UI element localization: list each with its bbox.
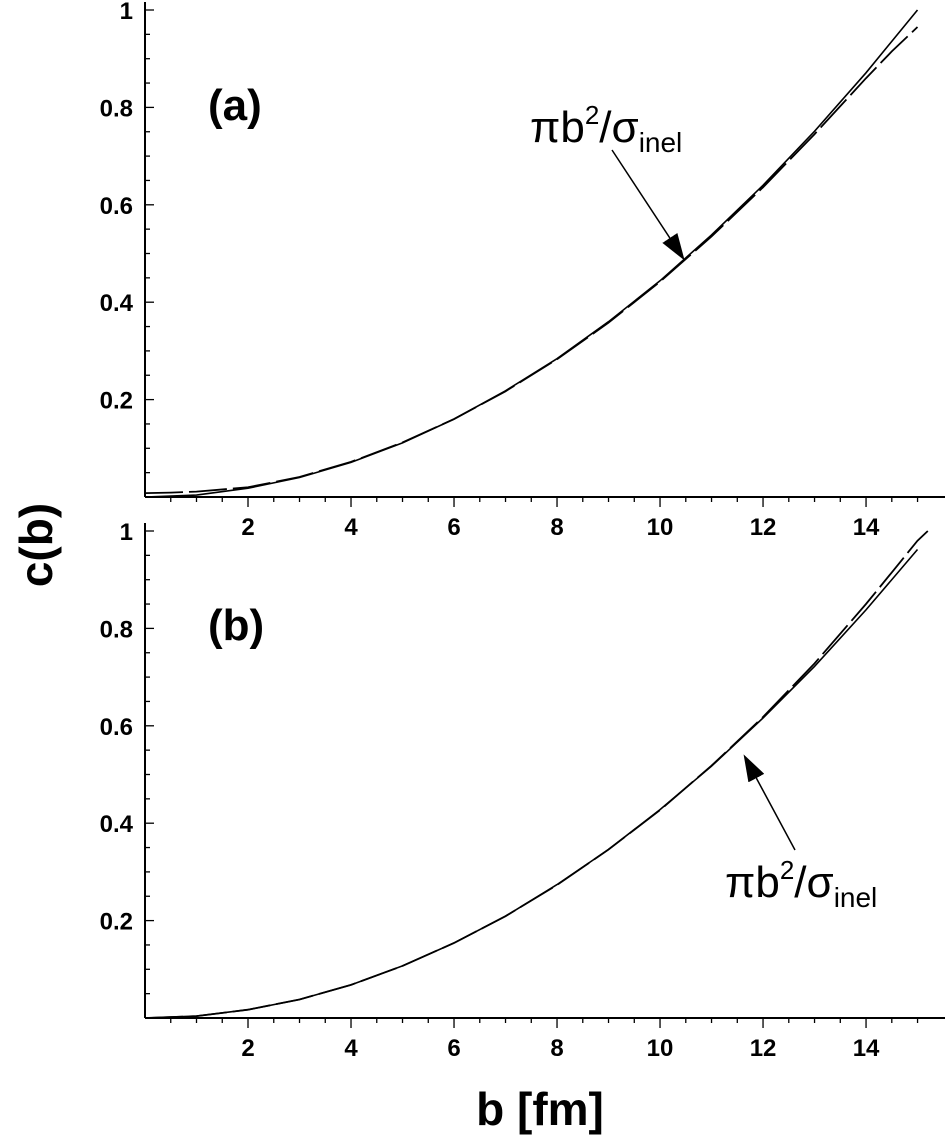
panel-label: (b) bbox=[208, 601, 264, 650]
x-tick-label: 8 bbox=[550, 1035, 563, 1062]
x-tick-label: 10 bbox=[647, 514, 674, 541]
x-tick-label: 8 bbox=[550, 514, 563, 541]
x-tick-label: 2 bbox=[241, 514, 254, 541]
curve-annotation: πb2/σinel bbox=[725, 855, 877, 913]
x-tick-label: 12 bbox=[750, 514, 777, 541]
annotation-arrow bbox=[743, 754, 796, 851]
x-tick-label: 10 bbox=[647, 1035, 674, 1062]
y-axis-title: c(b) bbox=[10, 503, 62, 587]
annotation-arrow bbox=[611, 149, 685, 261]
y-tick-label: 0.6 bbox=[100, 193, 133, 220]
x-tick-label: 4 bbox=[344, 1035, 358, 1062]
panel-a: 0.20.40.60.812 4 6 8 10 12 14(a) πb2/σinel bbox=[100, 0, 945, 541]
x-tick-label: 4 bbox=[344, 514, 358, 541]
y-tick-label: 0.2 bbox=[100, 909, 133, 936]
y-tick-label: 0.4 bbox=[100, 811, 134, 838]
y-tick-label: 1 bbox=[120, 0, 133, 25]
y-tick-label: 1 bbox=[120, 519, 133, 546]
dashed-curve bbox=[144, 26, 919, 494]
x-tick-label: 14 bbox=[853, 514, 880, 541]
x-axis-title: b [fm] bbox=[476, 1083, 604, 1135]
x-tick-label: 2 bbox=[241, 1035, 254, 1062]
y-tick-label: 0.6 bbox=[100, 714, 133, 741]
y-tick-label: 0.4 bbox=[100, 290, 134, 317]
x-tick-label: 6 bbox=[447, 514, 460, 541]
x-tick-label: 6 bbox=[447, 1035, 460, 1062]
dashed-curve bbox=[144, 530, 929, 1019]
x-tick-label: 12 bbox=[750, 1035, 777, 1062]
y-tick-label: 0.8 bbox=[100, 616, 133, 643]
panel-label: (a) bbox=[208, 81, 262, 130]
x-tick-label: 14 bbox=[853, 1035, 880, 1062]
curve-annotation: πb2/σinel bbox=[530, 100, 682, 158]
y-tick-label: 0.8 bbox=[100, 95, 133, 122]
y-tick-label: 0.2 bbox=[100, 388, 133, 415]
